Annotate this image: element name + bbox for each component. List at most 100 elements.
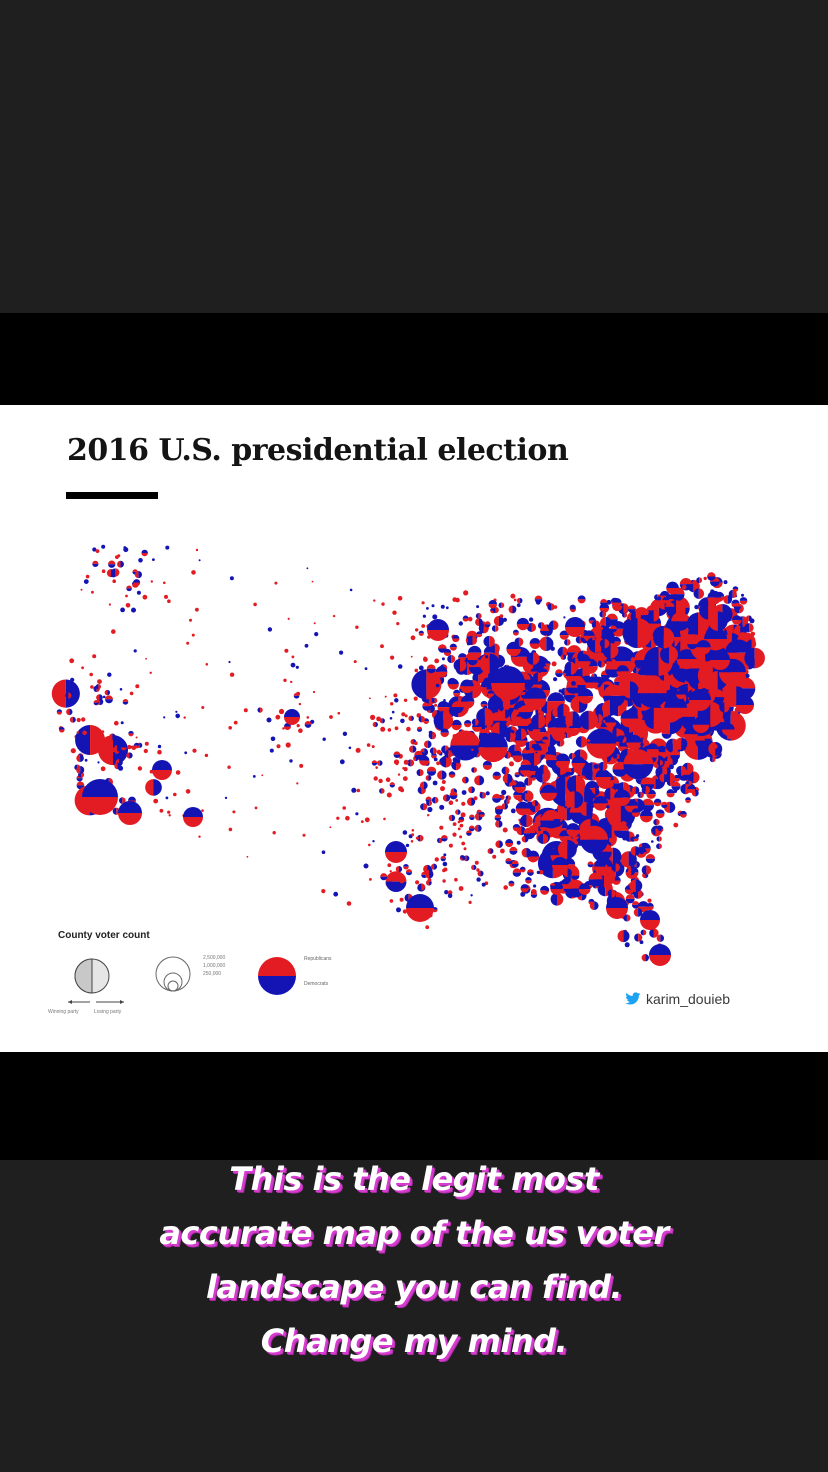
county-bubble-half xyxy=(406,894,434,908)
county-bubble xyxy=(401,712,406,717)
county-bubble xyxy=(94,739,100,745)
county-bubble-half xyxy=(510,656,531,667)
county-bubble xyxy=(205,663,209,666)
county-bubble-half xyxy=(448,814,452,822)
county-bubble-half xyxy=(538,764,544,774)
county-bubble xyxy=(152,558,155,561)
county-bubble-half xyxy=(76,754,81,762)
county-bubble-half xyxy=(412,745,417,753)
county-bubble-half xyxy=(540,630,550,636)
county-bubble xyxy=(443,867,448,872)
county-bubble xyxy=(423,657,428,662)
county-bubble xyxy=(198,559,201,562)
county-bubble-half xyxy=(661,733,672,739)
author-credit[interactable]: karim_douieb xyxy=(625,991,730,1007)
county-bubble-half xyxy=(661,804,668,809)
county-bubble xyxy=(321,850,326,854)
county-bubble-half xyxy=(451,760,457,771)
county-bubble xyxy=(657,596,661,601)
county-bubble-half xyxy=(587,864,594,868)
county-bubble xyxy=(411,833,415,837)
county-bubble-half xyxy=(480,870,484,877)
county-bubble xyxy=(149,671,152,674)
county-bubble-half xyxy=(575,736,582,748)
county-bubble-half xyxy=(505,766,510,775)
county-bubble xyxy=(135,736,138,739)
county-bubble-half xyxy=(446,755,452,768)
county-bubble-half xyxy=(637,791,641,799)
county-bubble-half xyxy=(609,700,618,716)
county-bubble-half xyxy=(426,669,442,700)
county-bubble-half xyxy=(455,809,458,815)
county-bubble xyxy=(150,580,153,583)
county-bubble xyxy=(163,581,166,585)
county-bubble-half xyxy=(609,628,617,633)
legend-arrow-right-head xyxy=(120,1000,124,1004)
county-bubble-half xyxy=(118,801,142,813)
county-bubble-half xyxy=(520,759,531,765)
county-bubble-half xyxy=(686,612,699,635)
county-bubble-half xyxy=(656,934,661,942)
county-bubble-half xyxy=(624,889,635,895)
county-bubble xyxy=(85,574,90,579)
county-bubble-half xyxy=(708,670,718,690)
county-bubble-half xyxy=(478,747,508,763)
county-bubble-half xyxy=(665,602,675,607)
county-bubble-half xyxy=(495,625,499,632)
county-bubble-half xyxy=(466,833,472,836)
county-bubble-half xyxy=(607,889,612,898)
county-bubble-half xyxy=(728,589,733,599)
county-bubble xyxy=(332,614,336,618)
county-bubble-half xyxy=(446,794,451,802)
county-bubble-half xyxy=(656,836,660,842)
county-bubble xyxy=(410,840,414,843)
county-bubble xyxy=(439,804,445,810)
county-bubble-half xyxy=(585,676,598,683)
county-bubble-half xyxy=(557,646,563,658)
county-bubble-half xyxy=(649,928,654,938)
county-bubble-half xyxy=(128,733,134,737)
county-bubble-half xyxy=(523,687,547,699)
county-bubble xyxy=(192,748,197,753)
county-bubble-half xyxy=(610,642,619,659)
county-bubble-half xyxy=(424,740,428,749)
county-bubble xyxy=(587,739,591,743)
county-bubble xyxy=(384,695,387,698)
county-bubble-half xyxy=(707,576,716,581)
county-bubble-half xyxy=(115,568,120,577)
county-bubble-half xyxy=(488,604,498,609)
county-bubble-half xyxy=(641,865,647,875)
county-bubble-half xyxy=(577,595,586,600)
county-bubble-half xyxy=(645,854,656,859)
county-bubble xyxy=(370,714,376,720)
county-bubble xyxy=(272,831,276,835)
county-bubble-half xyxy=(547,603,552,611)
county-bubble-half xyxy=(518,637,524,647)
county-bubble-half xyxy=(435,666,448,672)
county-bubble-half xyxy=(631,786,636,795)
county-bubble xyxy=(459,823,464,828)
county-bubble xyxy=(261,774,264,777)
county-bubble-half xyxy=(659,836,662,842)
county-bubble-half xyxy=(586,803,593,816)
county-bubble-half xyxy=(482,760,493,766)
county-bubble-half xyxy=(637,901,649,907)
county-bubble-half xyxy=(588,639,596,653)
county-bubble xyxy=(372,840,375,843)
county-bubble xyxy=(476,877,481,882)
county-bubble-half xyxy=(655,828,659,836)
county-bubble-half xyxy=(645,954,649,962)
county-bubble-half xyxy=(534,599,543,604)
county-bubble-half xyxy=(493,615,499,627)
county-bubble-half xyxy=(594,901,599,911)
county-bubble-half xyxy=(547,718,567,728)
county-bubble xyxy=(82,730,87,736)
county-bubble-half xyxy=(574,791,584,809)
top-letterbox-bar xyxy=(0,313,828,405)
county-bubble-half xyxy=(405,872,413,876)
county-bubble-half xyxy=(406,908,434,922)
county-bubble xyxy=(175,710,178,713)
county-bubble xyxy=(299,763,304,768)
county-bubble-half xyxy=(696,640,711,648)
county-bubble-half xyxy=(626,734,642,743)
